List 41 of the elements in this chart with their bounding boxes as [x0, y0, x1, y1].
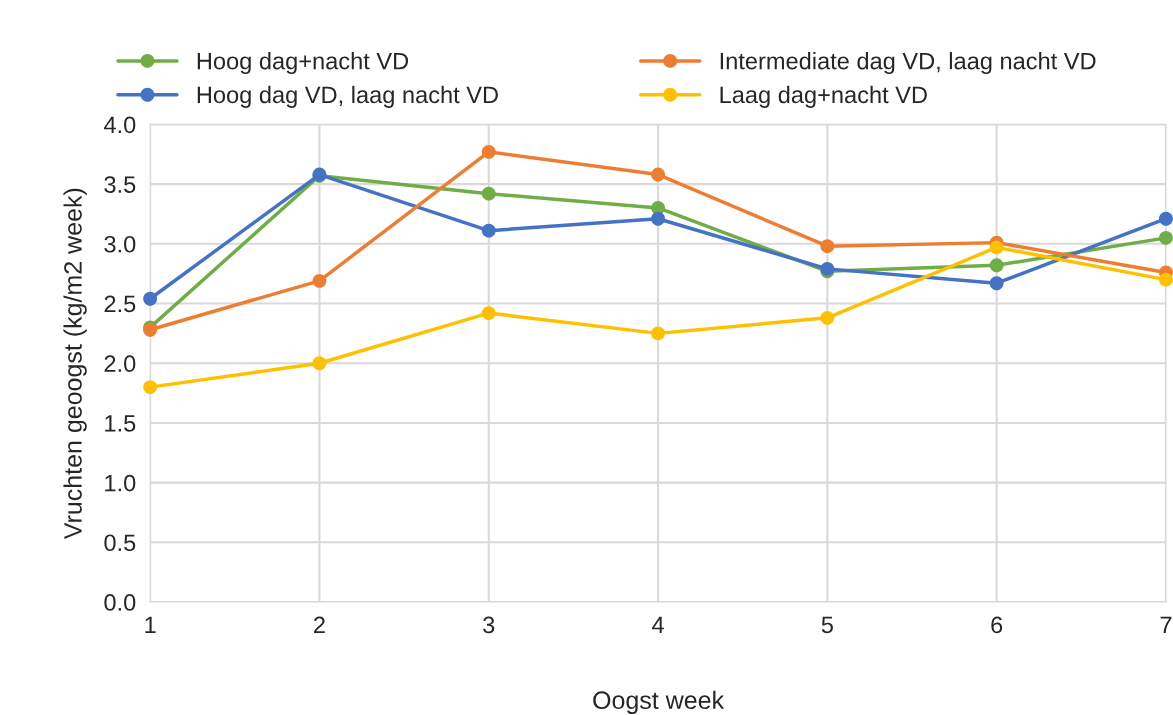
point [1159, 272, 1173, 287]
legend-label: Hoog dag VD, laag nacht VD [197, 85, 498, 108]
point [312, 356, 327, 371]
point [989, 276, 1004, 291]
point [481, 186, 496, 201]
point [481, 223, 496, 238]
x-tick-label: 7 [1160, 616, 1172, 634]
point [1159, 211, 1173, 226]
point [989, 258, 1004, 273]
y-tick-label: 3.5 [104, 176, 136, 193]
y-tick-label: 0.0 [104, 594, 136, 611]
point [651, 211, 665, 226]
point [1159, 230, 1173, 245]
x-tick-label: 5 [821, 616, 833, 634]
point [651, 326, 665, 341]
point [143, 380, 158, 395]
x-tick-label: 3 [483, 616, 495, 634]
point [481, 306, 496, 321]
legend-label: Intermediate dag VD, laag nacht VD [720, 52, 1096, 75]
point [651, 167, 665, 182]
point [820, 239, 835, 254]
y-tick-label: 2.5 [104, 295, 136, 313]
y-axis-title: Vruchten geoogst (kg/m2 week) [63, 188, 87, 540]
x-tick-label: 1 [145, 616, 156, 634]
x-tick-label: 2 [314, 616, 325, 634]
legend-label: Hoog dag+nacht VD [197, 52, 409, 75]
x-tick-label: 4 [652, 616, 664, 634]
x-axis-title: Oogst week [593, 690, 725, 715]
y-tick-label: 0.5 [104, 534, 136, 552]
point [143, 291, 158, 306]
x-tick-label: 6 [991, 616, 1003, 634]
point [820, 310, 835, 325]
legend-label: Laag dag+nacht VD [720, 85, 927, 108]
point [481, 144, 496, 159]
point [312, 273, 327, 288]
y-tick-label: 4.0 [103, 116, 136, 134]
y-tick-label: 1.5 [105, 415, 136, 432]
y-tick-label: 2.0 [104, 355, 136, 373]
y-tick-label: 3.0 [104, 235, 136, 253]
y-tick-label: 1.0 [105, 474, 136, 492]
point [989, 240, 1004, 255]
